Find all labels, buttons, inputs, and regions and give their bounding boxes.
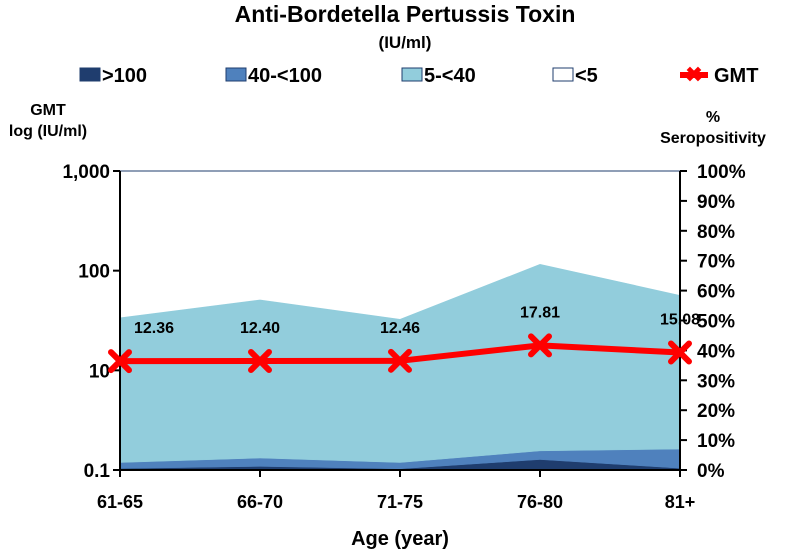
gmt-data-label: 12.36 xyxy=(134,320,174,337)
gmt-point-marker xyxy=(528,333,552,358)
y-left-tick-label: 1,000 xyxy=(62,162,110,183)
y-left-tick-label: 10 xyxy=(89,361,110,382)
legend-label-5: <5 xyxy=(575,65,598,87)
y-right-tick-label: 90% xyxy=(697,192,735,213)
x-axis-title: Age (year) xyxy=(351,528,449,550)
y-right-title-line-2: Seropositivity xyxy=(660,130,766,147)
y-left-tick-label: 0.1 xyxy=(84,461,111,482)
gmt-data-label: 15.08 xyxy=(660,312,700,329)
x-tick-label: 66-70 xyxy=(237,492,283,512)
legend-swatch-5-40 xyxy=(401,67,423,82)
legend-label-40-100: 40-<100 xyxy=(248,65,322,87)
y-right-tick-label: 40% xyxy=(697,341,735,362)
y-left-tick-label: 100 xyxy=(78,262,110,283)
y-right-tick-label: 80% xyxy=(697,222,735,243)
gmt-point-marker xyxy=(108,349,132,374)
x-tick-label: 81+ xyxy=(665,492,696,512)
legend-label-100: >100 xyxy=(102,65,147,87)
legend-swatch-5 xyxy=(552,67,574,82)
y-right-tick-label: 10% xyxy=(697,431,735,452)
gmt-point xyxy=(668,340,692,365)
legend-label-5-40: 5-<40 xyxy=(424,65,476,87)
area-5 xyxy=(120,171,680,320)
y-right-tick-label: 70% xyxy=(697,252,735,273)
legend-label-gmt: GMT xyxy=(714,65,758,87)
gmt-point xyxy=(108,349,132,374)
y-right-tick-label: 20% xyxy=(697,401,735,422)
x-tick-label: 61-65 xyxy=(97,492,143,512)
legend-swatch-40-100 xyxy=(225,67,247,82)
y-right-tick-label: 0% xyxy=(697,461,725,482)
legend-marker-x-gmt: ✖ xyxy=(685,62,703,87)
gmt-data-label: 12.46 xyxy=(380,320,420,337)
y-left-title-line-2: log (IU/ml) xyxy=(9,123,87,140)
gmt-point xyxy=(248,349,272,374)
gmt-data-label: 12.40 xyxy=(240,320,280,337)
gmt-point xyxy=(528,333,552,358)
y-left-title-line-1: GMT xyxy=(30,102,66,119)
y-right-tick-label: 60% xyxy=(697,282,735,303)
x-tick-label: 76-80 xyxy=(517,492,563,512)
gmt-point xyxy=(388,348,412,373)
gmt-data-label: 17.81 xyxy=(520,304,560,321)
chart-subtitle: (IU/ml) xyxy=(379,33,432,52)
chart-title: Anti-Bordetella Pertussis Toxin xyxy=(235,1,576,27)
y-right-tick-label: 30% xyxy=(697,371,735,392)
gmt-point-marker xyxy=(668,340,692,365)
y-right-tick-label: 50% xyxy=(697,312,735,333)
gmt-point-marker xyxy=(388,348,412,373)
x-tick-label: 71-75 xyxy=(377,492,423,512)
y-right-tick-label: 100% xyxy=(697,162,746,183)
legend-swatch-100 xyxy=(79,67,101,82)
gmt-point-marker xyxy=(248,349,272,374)
y-right-title-line-1: % xyxy=(706,109,720,126)
